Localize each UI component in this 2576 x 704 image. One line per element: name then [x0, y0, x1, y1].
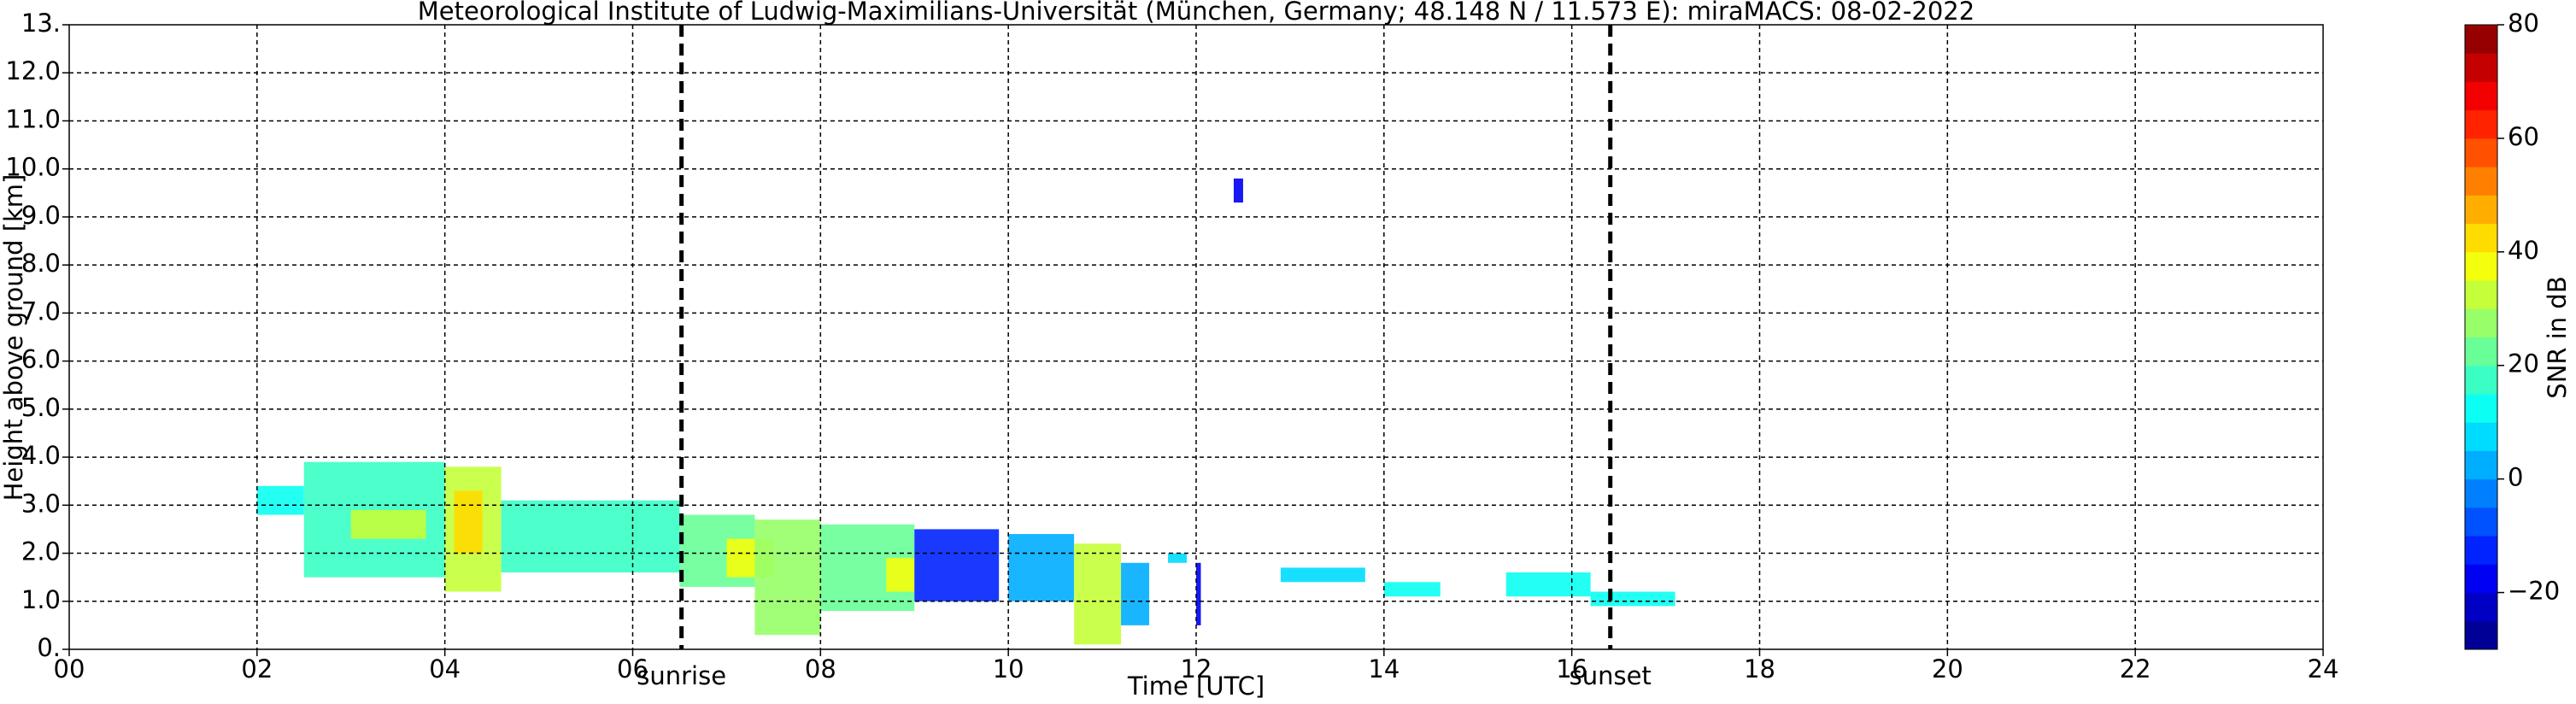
colorbar-band [2465, 53, 2497, 82]
x-tick-label: 16 [1556, 654, 1587, 683]
x-tick-label: 18 [1744, 654, 1775, 683]
colorbar-tick-label: 60 [2508, 122, 2539, 151]
echo-cell [256, 485, 304, 515]
y-tick-label: 8.0 [21, 249, 61, 278]
x-tick-label: 02 [241, 654, 273, 683]
echo-cell [1505, 572, 1591, 597]
echo-cell [350, 509, 426, 539]
x-axis-label: Time [UTC] [1127, 672, 1265, 701]
colorbar-band [2465, 223, 2497, 253]
colorbar-band [2465, 251, 2497, 281]
x-tick-label: 12 [1181, 654, 1212, 683]
y-tick-label: 4.0 [21, 441, 61, 470]
event-label: sunrise [637, 661, 726, 690]
x-tick-label: 06 [617, 654, 648, 683]
x-tick-label: 04 [429, 654, 461, 683]
y-tick-label: 7.0 [21, 296, 61, 326]
y-tick-label: 2.0 [21, 537, 61, 566]
colorbar-band [2465, 450, 2497, 480]
colorbar-band [2465, 620, 2497, 650]
colorbar-frame [2464, 24, 2498, 650]
colorbar-band [2465, 564, 2497, 594]
y-tick-label: 13. [21, 9, 61, 38]
colorbar-tick-label: 0 [2508, 463, 2523, 492]
y-tick-label: 6.0 [21, 345, 61, 374]
colorbar-tick-label: 20 [2508, 349, 2539, 378]
echo-cell [1280, 567, 1365, 583]
y-axis-label: Height above ground [km] [0, 174, 28, 502]
colorbar-band [2465, 195, 2497, 225]
echo-cell [1233, 178, 1243, 203]
y-tick-label: 1.0 [21, 585, 61, 614]
colorbar-band [2465, 422, 2497, 451]
x-tick-label: 00 [54, 654, 85, 683]
echo-cell [886, 558, 915, 592]
echo-cell [1008, 534, 1075, 601]
colorbar-band [2465, 536, 2497, 565]
x-tick-label: 24 [2308, 654, 2339, 683]
colorbar-band [2465, 109, 2497, 139]
x-tick-label: 20 [1932, 654, 1963, 683]
colorbar-band [2465, 393, 2497, 423]
y-tick-label: 0. [37, 633, 61, 662]
y-tick-label: 5.0 [21, 393, 61, 422]
colorbar-label: SNR in dB [2543, 276, 2572, 398]
colorbar-band [2465, 478, 2497, 508]
x-tick-label: 22 [2120, 654, 2151, 683]
echo-cell [1383, 582, 1441, 597]
event-label: sunset [1570, 661, 1652, 690]
colorbar-tick-label: 80 [2508, 9, 2539, 38]
echo-cell [1196, 562, 1201, 625]
colorbar-band [2465, 592, 2497, 622]
y-tick-label: 10.0 [5, 153, 61, 182]
x-tick-label: 14 [1368, 654, 1399, 683]
x-tick-label: 08 [805, 654, 836, 683]
y-tick-label: 11.0 [5, 104, 61, 133]
colorbar-band [2465, 365, 2497, 395]
echo-cell [1121, 562, 1150, 625]
colorbar-band [2465, 280, 2497, 309]
colorbar-band [2465, 337, 2497, 367]
colorbar-band [2465, 81, 2497, 111]
echo-cell [914, 529, 1000, 601]
echo-cell [501, 500, 680, 573]
echo-cell [1168, 553, 1188, 563]
echo-cell [1590, 591, 1675, 607]
colorbar-band [2465, 507, 2497, 537]
colorbar-band [2465, 25, 2497, 54]
colorbar-band [2465, 167, 2497, 196]
chart-title: Meteorological Institute of Ludwig-Maxim… [418, 0, 1975, 26]
echo-cell [1074, 543, 1122, 645]
x-tick-label: 10 [993, 654, 1024, 683]
colorbar-tick-label: 40 [2508, 236, 2539, 265]
echo-cell [754, 519, 821, 636]
plot-frame [68, 24, 2324, 650]
colorbar-band [2465, 308, 2497, 337]
y-tick-label: 12.0 [5, 56, 61, 85]
y-tick-label: 3.0 [21, 489, 61, 518]
echo-cell [454, 490, 483, 554]
colorbar-band [2465, 138, 2497, 167]
colorbar-tick-label: −20 [2508, 577, 2560, 606]
y-tick-label: 9.0 [21, 201, 61, 230]
